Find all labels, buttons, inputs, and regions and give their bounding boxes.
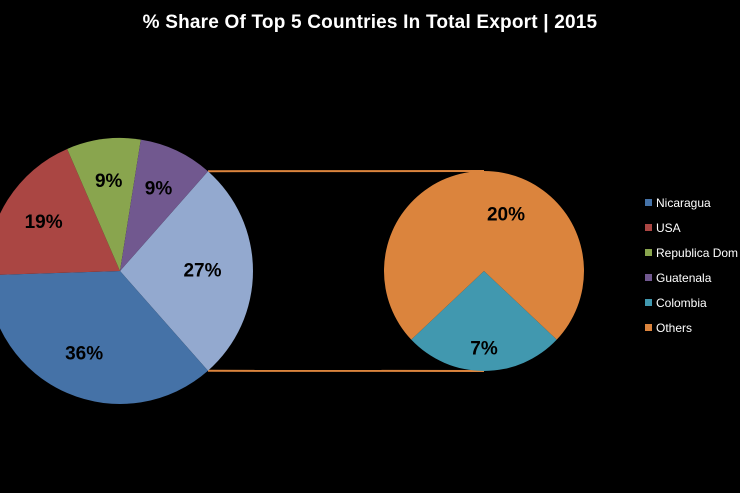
pie-slice-colombia [411,271,557,371]
legend-label: Guatenala [656,270,712,285]
data-label-others: 20% [487,205,525,226]
pie-slice-other-group [120,171,253,371]
pie-slice-guatenala [120,139,208,271]
legend-label: Nicaragua [656,195,711,210]
connector-lines [207,170,485,372]
legend-label: Republica Dom [656,245,739,260]
data-label-usa: 19% [25,212,63,233]
data-label-republica-dominicana: 9% [95,171,123,192]
legend-swatch [645,199,652,206]
pie-slice-usa [0,148,120,275]
primary-pie [0,138,253,404]
pie-slice-others [384,170,584,340]
legend-swatch [645,324,652,331]
legend-swatch [645,299,652,306]
pie-slice-republica-dominicana [67,138,141,271]
legend-swatch [645,224,652,231]
legend-swatch [645,249,652,256]
secondary-pie [384,170,584,371]
data-label-colombia: 7% [470,339,498,360]
legend-item-usa: USA [645,220,740,235]
legend-item-republica-dominicana: Republica Dom [645,245,740,260]
legend-item-guatenala: Guatenala [645,270,740,285]
legend: Nicaragua USA Republica Dom Guatenala Colomb… [645,195,740,345]
legend-label: Others [656,320,693,335]
legend-item-colombia: Colombia [645,295,740,310]
legend-item-others: Others [645,320,740,335]
data-label-guatenala: 9% [145,179,173,200]
data-label-other-group: 27% [183,261,221,282]
legend-label: Colombia [656,295,707,310]
slice-labels: 27% 36% 19% 9% 9% 7% 20% [25,171,526,365]
data-label-nicaragua: 36% [65,344,103,365]
legend-swatch [645,274,652,281]
chart-title: % Share Of Top 5 Countries In Total Expo… [142,12,598,33]
legend-label: USA [656,220,681,235]
pie-slice-nicaragua [0,271,208,404]
legend-item-nicaragua: Nicaragua [645,195,740,210]
